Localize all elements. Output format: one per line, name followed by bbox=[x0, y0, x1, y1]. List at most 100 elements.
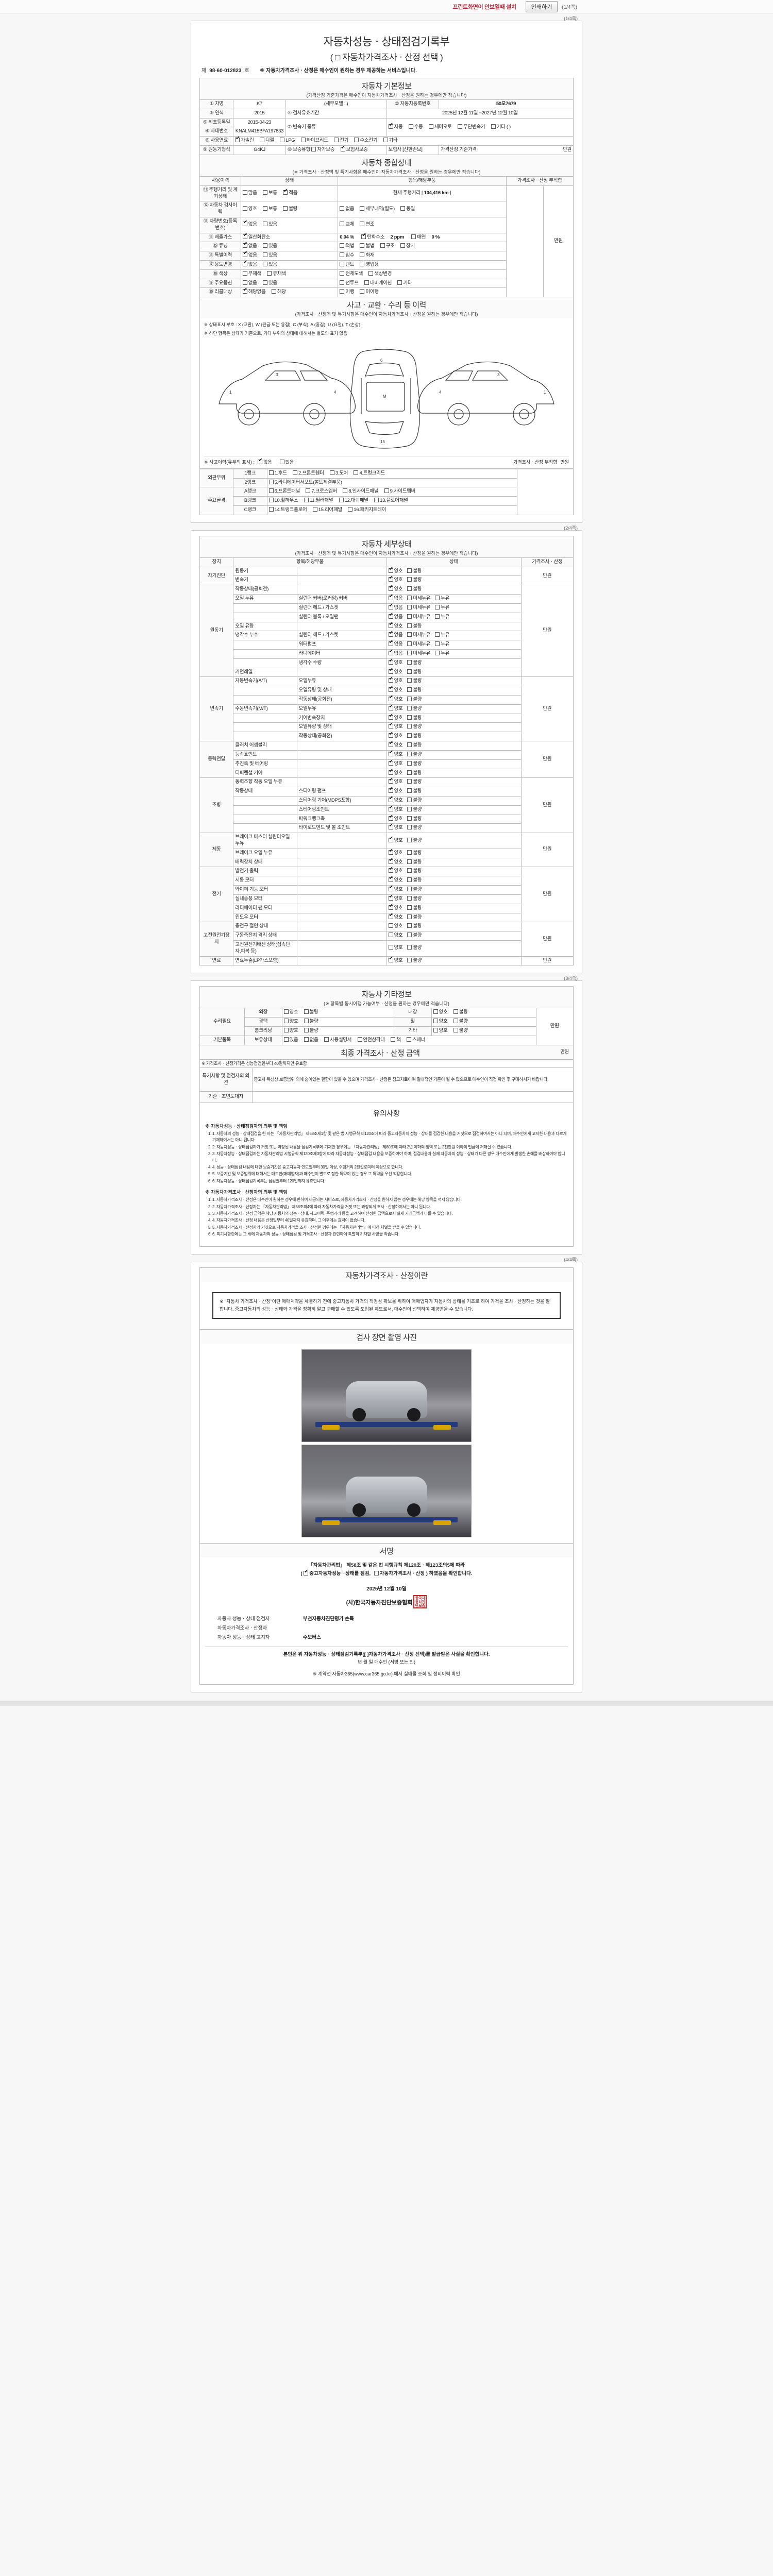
state-option-불량[interactable]: 불량 bbox=[407, 742, 422, 748]
recall-sub-done[interactable]: 이행 bbox=[340, 289, 354, 295]
detail-item-state[interactable]: 양호 불량 bbox=[386, 885, 522, 895]
special-opt-yes[interactable]: 있음 bbox=[262, 252, 277, 258]
state-option-양호[interactable]: 양호 bbox=[388, 695, 403, 702]
mileage-opt-many[interactable]: 많음 bbox=[242, 190, 257, 196]
warranty-opt-self[interactable]: 자가보증 bbox=[311, 147, 334, 152]
rank-2-parts[interactable]: 5.라디에이터서포트(볼트체결부품) bbox=[266, 478, 518, 488]
state-option-양호[interactable]: 양호 bbox=[388, 658, 403, 666]
detail-item-state[interactable]: 양호 불량 bbox=[386, 823, 522, 834]
option-sub-navi[interactable]: 내비게이션 bbox=[364, 280, 392, 286]
polish-good[interactable]: 양호 bbox=[283, 1019, 298, 1024]
tuning-sub[interactable]: 적법 불법 구조 장치 bbox=[338, 242, 507, 252]
cleaning-opts[interactable]: 양호 불량 bbox=[281, 1026, 394, 1036]
detail-item-state[interactable]: 양호 불량 bbox=[386, 867, 522, 877]
part-floor-panel[interactable]: 13.플로어패널 bbox=[374, 498, 408, 503]
state-option-양호[interactable]: 양호 bbox=[388, 787, 403, 794]
detail-item-state[interactable]: 양호 불량 bbox=[386, 686, 522, 696]
state-option-양호[interactable]: 양호 bbox=[388, 759, 403, 767]
state-option-양호[interactable]: 양호 bbox=[388, 567, 403, 574]
part-cross-member[interactable]: 7.크로스멤버 bbox=[306, 488, 337, 494]
state-option-양호[interactable]: 양호 bbox=[388, 686, 403, 693]
state-option-불량[interactable]: 불량 bbox=[407, 705, 422, 711]
recall-options[interactable]: 해당없음 해당 bbox=[240, 287, 339, 298]
state-option-불량[interactable]: 불량 bbox=[407, 859, 422, 865]
plate-sub-replaced[interactable]: 교체 bbox=[340, 222, 354, 227]
state-option-불량[interactable]: 불량 bbox=[407, 837, 422, 843]
detail-item-state[interactable]: 양호 불량 bbox=[386, 956, 522, 966]
transmission-opt-cvt[interactable]: 무단변속기 bbox=[458, 124, 485, 130]
part-side-member[interactable]: 9.사이드멤버 bbox=[384, 488, 415, 494]
state-option-양호[interactable]: 양호 bbox=[388, 885, 403, 892]
state-option-불량[interactable]: 불량 bbox=[407, 770, 422, 776]
usechange-sub-commercial[interactable]: 영업용 bbox=[360, 262, 379, 267]
transmission-opt-other[interactable]: 기타 ( ) bbox=[491, 124, 511, 130]
part-hood[interactable]: 1.후드 bbox=[268, 470, 287, 476]
plate-opt-yes[interactable]: 있음 bbox=[262, 222, 277, 227]
plate-sub[interactable]: 교체 변조 bbox=[338, 216, 507, 233]
plate-sub-altered[interactable]: 변조 bbox=[360, 222, 375, 227]
warranty-opt-insurer[interactable]: 보험사보증 bbox=[340, 145, 368, 152]
detail-item-state[interactable]: 양호 불량 bbox=[386, 676, 522, 687]
state-option-양호[interactable]: 양호 bbox=[388, 805, 403, 812]
state-option-불량[interactable]: 불량 bbox=[407, 568, 422, 574]
transmission-opt-semiauto[interactable]: 세미오토 bbox=[428, 124, 452, 130]
plate-options[interactable]: 없음 있음 bbox=[240, 216, 339, 233]
wheel-opts[interactable]: 양호 불량 bbox=[431, 1017, 536, 1027]
state-option-불량[interactable]: 불량 bbox=[407, 724, 422, 730]
state-option-미세누유[interactable]: 미세누유 bbox=[407, 632, 430, 638]
insp-opt-bad[interactable]: 불량 bbox=[283, 206, 297, 212]
state-option-불량[interactable]: 불량 bbox=[407, 715, 422, 721]
detail-item-state[interactable]: 양호 불량 bbox=[386, 722, 522, 733]
insp-sub-none[interactable]: 없음 bbox=[340, 206, 354, 212]
state-option-불량[interactable]: 불량 bbox=[407, 788, 422, 794]
fuel-opt-hydrogen[interactable]: 수소전기 bbox=[354, 138, 377, 143]
part-front-fender[interactable]: 2.프론트휀더 bbox=[293, 470, 324, 476]
insp-history-options[interactable]: 양호 보통 불량 bbox=[240, 201, 339, 217]
state-option-불량[interactable]: 불량 bbox=[407, 659, 422, 666]
state-option-양호[interactable]: 양호 bbox=[388, 676, 403, 684]
state-option-미세누유[interactable]: 미세누유 bbox=[407, 596, 430, 601]
fuel-opt-lpg[interactable]: LPG bbox=[280, 138, 295, 143]
basic-items-opts[interactable]: 있음 없음 사용설명서 안전삼각대 잭 스패너 bbox=[281, 1035, 536, 1045]
usechange-opt-none[interactable]: 없음 bbox=[242, 260, 257, 267]
insp-history-sub[interactable]: 없음 세부내역(별도) 동일 bbox=[338, 201, 507, 217]
option-opt-none[interactable]: 없음 bbox=[242, 280, 257, 286]
state-option-불량[interactable]: 불량 bbox=[407, 797, 422, 803]
item-manual[interactable]: 사용설명서 bbox=[324, 1037, 351, 1043]
detail-item-state[interactable]: 양호 불량 bbox=[386, 849, 522, 858]
transmission-options[interactable]: 자동 수동 세미오토 무단변속기 기타 ( ) bbox=[386, 117, 574, 137]
decl-checkbox-price[interactable] bbox=[374, 1571, 379, 1576]
recall-opt-na[interactable]: 해당없음 bbox=[242, 287, 266, 295]
state-option-불량[interactable]: 불량 bbox=[407, 877, 422, 883]
detail-item-state[interactable]: 양호 불량 bbox=[386, 695, 522, 705]
usechange-opt-yes[interactable]: 있음 bbox=[262, 262, 277, 267]
recall-sub[interactable]: 이행 미이행 bbox=[338, 287, 507, 298]
emission-opt-smoke[interactable]: 매연 bbox=[411, 234, 426, 240]
state-option-미세누유[interactable]: 미세누유 bbox=[407, 650, 430, 656]
rank-1-parts[interactable]: 1.후드 2.프론트휀더 3.도어 4.트렁크리드 bbox=[266, 468, 518, 479]
detail-item-state[interactable]: 양호 불량 bbox=[386, 777, 522, 788]
state-option-불량[interactable]: 불량 bbox=[407, 687, 422, 693]
state-option-양호[interactable]: 양호 bbox=[388, 722, 403, 730]
part-rear-panel[interactable]: 15.리어패널 bbox=[312, 507, 342, 513]
color-sub-change[interactable]: 색상변경 bbox=[368, 270, 392, 277]
detail-item-state[interactable]: 양호 불량 bbox=[386, 805, 522, 815]
state-option-양호[interactable]: 양호 bbox=[388, 575, 403, 583]
state-option-양호[interactable]: 양호 bbox=[388, 622, 403, 629]
state-option-불량[interactable]: 불량 bbox=[407, 586, 422, 592]
fuel-opt-hybrid[interactable]: 하이브리드 bbox=[300, 138, 328, 143]
polish-opts[interactable]: 양호 불량 bbox=[281, 1017, 394, 1027]
state-option-불량[interactable]: 불량 bbox=[407, 751, 422, 757]
tuning-options[interactable]: 없음 있음 bbox=[240, 242, 339, 252]
state-option-양호[interactable]: 양호 bbox=[388, 704, 403, 711]
detail-item-state[interactable]: 양호 불량 bbox=[386, 769, 522, 778]
color-sub-full[interactable]: 전체도색 bbox=[340, 270, 363, 277]
part-front-panel[interactable]: 6.프론트패널 bbox=[268, 488, 300, 494]
insp-opt-good[interactable]: 양호 bbox=[242, 206, 257, 212]
tuning-sub-device[interactable]: 장치 bbox=[400, 243, 415, 249]
detail-item-state[interactable]: 양호 불량 bbox=[386, 922, 522, 932]
tuning-sub-illegal[interactable]: 불법 bbox=[360, 243, 375, 249]
state-option-누유[interactable]: 누유 bbox=[435, 596, 449, 601]
state-option-양호[interactable]: 양호 bbox=[388, 836, 403, 843]
hold-yes[interactable]: 있음 bbox=[283, 1037, 298, 1043]
